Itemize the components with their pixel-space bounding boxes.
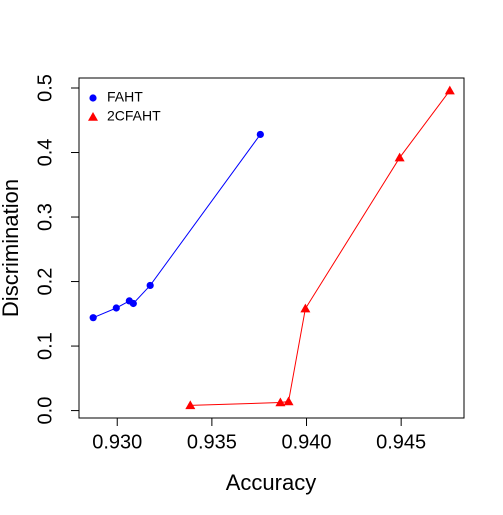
data-point (146, 281, 154, 290)
data-point (300, 303, 311, 313)
data-point (185, 400, 196, 410)
legend-label: FAHT (107, 89, 143, 105)
x-tick-label: 0.930 (92, 431, 142, 453)
y-tick-label: 0.5 (34, 74, 56, 102)
y-axis-label: Discrimination (0, 179, 23, 317)
data-point (89, 314, 97, 322)
x-tick-label: 0.940 (281, 431, 331, 453)
data-point (444, 85, 455, 95)
legend-label: 2CFAHT (107, 108, 161, 124)
x-tick-label: 0.935 (187, 431, 237, 453)
y-tick-label: 0.1 (34, 332, 56, 360)
x-axis-label: Accuracy (226, 470, 316, 495)
legend-marker (88, 112, 98, 121)
y-tick-label: 0.0 (34, 397, 56, 425)
series-line (190, 90, 451, 406)
legend-marker (89, 94, 97, 102)
data-point (256, 130, 264, 139)
y-tick-label: 0.3 (34, 203, 56, 231)
series-line (93, 134, 261, 319)
data-point (112, 304, 120, 312)
y-tick-label: 0.2 (34, 268, 56, 296)
y-tick-label: 0.4 (34, 139, 56, 167)
data-point (283, 396, 294, 406)
data-point (394, 152, 405, 162)
plot-frame (78, 77, 465, 419)
x-tick-label: 0.945 (376, 431, 426, 453)
data-point (129, 299, 137, 308)
data-point (275, 397, 286, 407)
